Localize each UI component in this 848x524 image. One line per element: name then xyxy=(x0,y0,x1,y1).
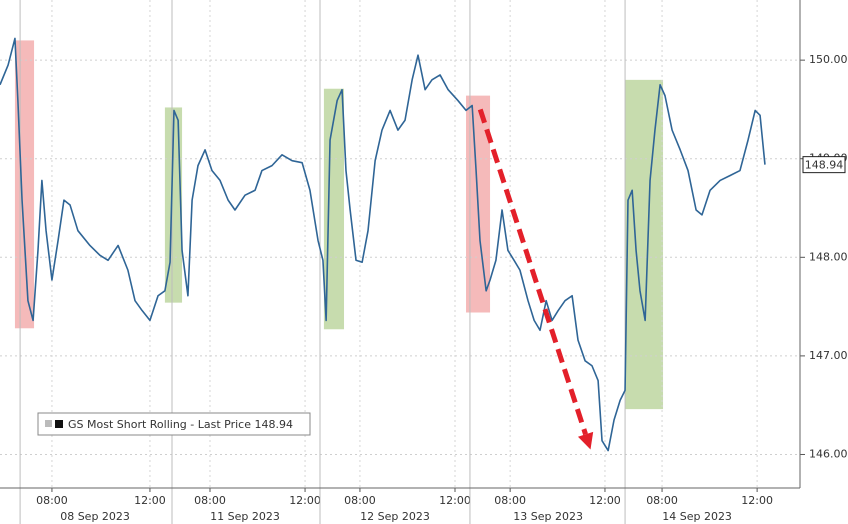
y-tick-label: 147.00 xyxy=(809,349,848,362)
date-label: 11 Sep 2023 xyxy=(210,510,280,523)
x-tick-label: 08:00 xyxy=(194,494,226,507)
legend-swatch xyxy=(45,420,52,427)
x-tick-label: 08:00 xyxy=(494,494,526,507)
y-tick-label: 148.00 xyxy=(809,250,848,263)
y-tick-label: 150.00 xyxy=(809,53,848,66)
legend-label: GS Most Short Rolling - Last Price 148.9… xyxy=(68,418,293,431)
price-line xyxy=(0,37,766,452)
shaded-region xyxy=(323,88,345,330)
x-tick-label: 08:00 xyxy=(646,494,678,507)
date-label: 13 Sep 2023 xyxy=(513,510,583,523)
legend-swatch xyxy=(55,420,63,428)
x-tick-label: 12:00 xyxy=(439,494,471,507)
last-price-label: 148.94 xyxy=(805,159,844,172)
x-tick-label: 08:00 xyxy=(344,494,376,507)
date-label: 14 Sep 2023 xyxy=(662,510,732,523)
x-tick-label: 12:00 xyxy=(589,494,621,507)
x-tick-label: 08:00 xyxy=(36,494,68,507)
y-tick-label: 146.00 xyxy=(809,447,848,460)
legend-box xyxy=(37,412,311,436)
last-price-box xyxy=(802,156,846,174)
date-label: 08 Sep 2023 xyxy=(60,510,130,523)
x-tick-label: 12:00 xyxy=(289,494,321,507)
shaded-region xyxy=(164,107,183,303)
date-label: 12 Sep 2023 xyxy=(360,510,430,523)
trend-arrow xyxy=(477,108,588,436)
shaded-region xyxy=(625,79,664,410)
x-tick-label: 12:00 xyxy=(741,494,773,507)
trend-arrow-head xyxy=(577,431,594,450)
x-tick-label: 12:00 xyxy=(134,494,166,507)
